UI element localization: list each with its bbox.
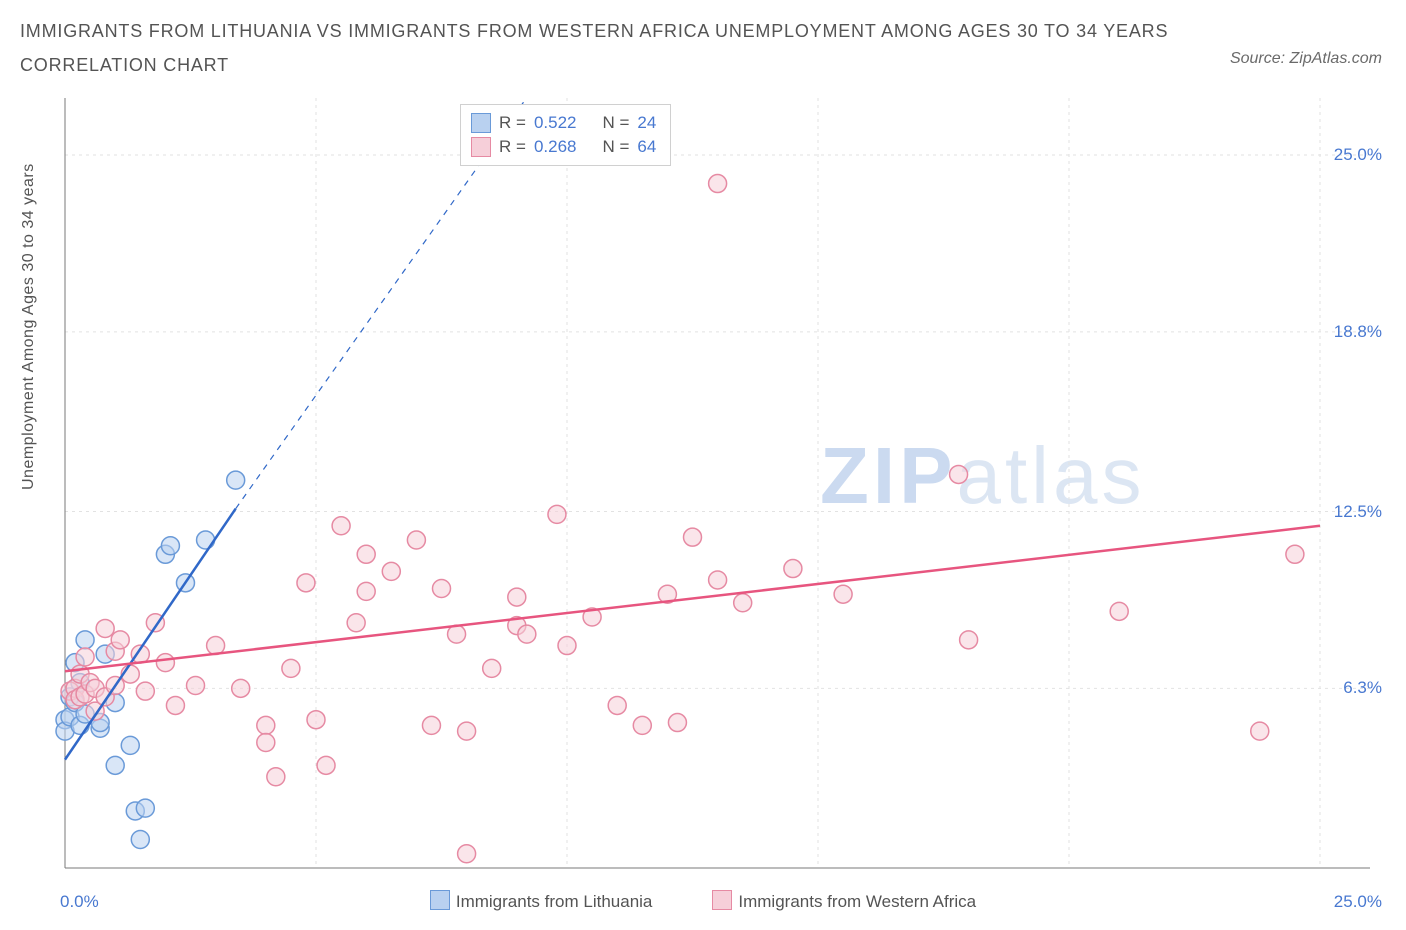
stat-R-label: R = — [499, 137, 526, 157]
data-point-wafrica — [156, 654, 174, 672]
data-point-lithuania — [76, 631, 94, 649]
data-point-wafrica — [357, 582, 375, 600]
data-point-wafrica — [1286, 545, 1304, 563]
y-tick-label: 18.8% — [1334, 322, 1382, 342]
data-point-wafrica — [297, 574, 315, 592]
title-line-1: IMMIGRANTS FROM LITHUANIA VS IMMIGRANTS … — [20, 21, 1168, 41]
stat-N-label: N = — [602, 113, 629, 133]
stat-N-label: N = — [602, 137, 629, 157]
y-tick-label: 6.3% — [1343, 678, 1382, 698]
data-point-wafrica — [784, 560, 802, 578]
stat-N-value: 24 — [637, 113, 656, 133]
data-point-wafrica — [448, 625, 466, 643]
data-point-wafrica — [548, 505, 566, 523]
legend-swatch-wafrica — [712, 890, 732, 910]
stat-row-lithuania: R = 0.522 N = 24 — [471, 111, 656, 135]
data-point-wafrica — [558, 637, 576, 655]
chart-title: IMMIGRANTS FROM LITHUANIA VS IMMIGRANTS … — [20, 14, 1168, 82]
data-point-wafrica — [257, 716, 275, 734]
data-point-lithuania — [161, 537, 179, 555]
data-point-wafrica — [282, 659, 300, 677]
data-point-wafrica — [357, 545, 375, 563]
data-point-lithuania — [106, 756, 124, 774]
data-point-wafrica — [834, 585, 852, 603]
stat-N-value: 64 — [637, 137, 656, 157]
data-point-wafrica — [709, 175, 727, 193]
data-point-wafrica — [734, 594, 752, 612]
data-point-wafrica — [608, 696, 626, 714]
data-point-wafrica — [518, 625, 536, 643]
data-point-wafrica — [76, 648, 94, 666]
data-point-wafrica — [508, 588, 526, 606]
data-point-wafrica — [307, 711, 325, 729]
data-point-wafrica — [347, 614, 365, 632]
stat-R-value: 0.522 — [534, 113, 577, 133]
data-point-wafrica — [96, 619, 114, 637]
title-line-2: CORRELATION CHART — [20, 55, 229, 75]
stat-R-label: R = — [499, 113, 526, 133]
data-point-wafrica — [166, 696, 184, 714]
source-prefix: Source: — [1230, 50, 1290, 67]
stats-box: R = 0.522 N = 24 R = 0.268 N = 64 — [460, 104, 671, 166]
data-point-wafrica — [950, 465, 968, 483]
data-point-wafrica — [668, 714, 686, 732]
y-tick-label: 25.0% — [1334, 145, 1382, 165]
regression-line-wafrica — [65, 526, 1320, 671]
legend: Immigrants from Lithuania Immigrants from… — [0, 890, 1406, 912]
data-point-wafrica — [1110, 602, 1128, 620]
stat-row-wafrica: R = 0.268 N = 64 — [471, 135, 656, 159]
data-point-lithuania — [197, 531, 215, 549]
legend-swatch-lithuania — [430, 890, 450, 910]
scatter-chart — [55, 98, 1390, 888]
data-point-wafrica — [709, 571, 727, 589]
data-point-wafrica — [232, 679, 250, 697]
data-point-wafrica — [382, 562, 400, 580]
data-point-wafrica — [633, 716, 651, 734]
data-point-wafrica — [407, 531, 425, 549]
data-point-wafrica — [433, 580, 451, 598]
data-point-wafrica — [422, 716, 440, 734]
data-point-wafrica — [111, 631, 129, 649]
y-tick-label: 12.5% — [1334, 502, 1382, 522]
data-point-lithuania — [136, 799, 154, 817]
data-point-wafrica — [332, 517, 350, 535]
legend-item-lithuania: Immigrants from Lithuania — [430, 890, 653, 912]
y-axis-label: Unemployment Among Ages 30 to 34 years — [20, 163, 38, 490]
data-point-wafrica — [136, 682, 154, 700]
data-point-lithuania — [121, 736, 139, 754]
data-point-wafrica — [960, 631, 978, 649]
legend-label: Immigrants from Lithuania — [456, 892, 653, 911]
data-point-wafrica — [257, 734, 275, 752]
data-point-lithuania — [131, 830, 149, 848]
data-point-wafrica — [483, 659, 501, 677]
legend-label: Immigrants from Western Africa — [738, 892, 976, 911]
stat-swatch-wafrica — [471, 137, 491, 157]
legend-item-wafrica: Immigrants from Western Africa — [712, 890, 976, 912]
source-attribution: Source: ZipAtlas.com — [1230, 50, 1382, 68]
source-name: ZipAtlas.com — [1290, 50, 1382, 67]
data-point-wafrica — [317, 756, 335, 774]
data-point-wafrica — [458, 722, 476, 740]
data-point-wafrica — [187, 676, 205, 694]
stat-R-value: 0.268 — [534, 137, 577, 157]
data-point-wafrica — [267, 768, 285, 786]
data-point-wafrica — [458, 845, 476, 863]
data-point-wafrica — [1251, 722, 1269, 740]
data-point-lithuania — [227, 471, 245, 489]
data-point-wafrica — [684, 528, 702, 546]
stat-swatch-lithuania — [471, 113, 491, 133]
